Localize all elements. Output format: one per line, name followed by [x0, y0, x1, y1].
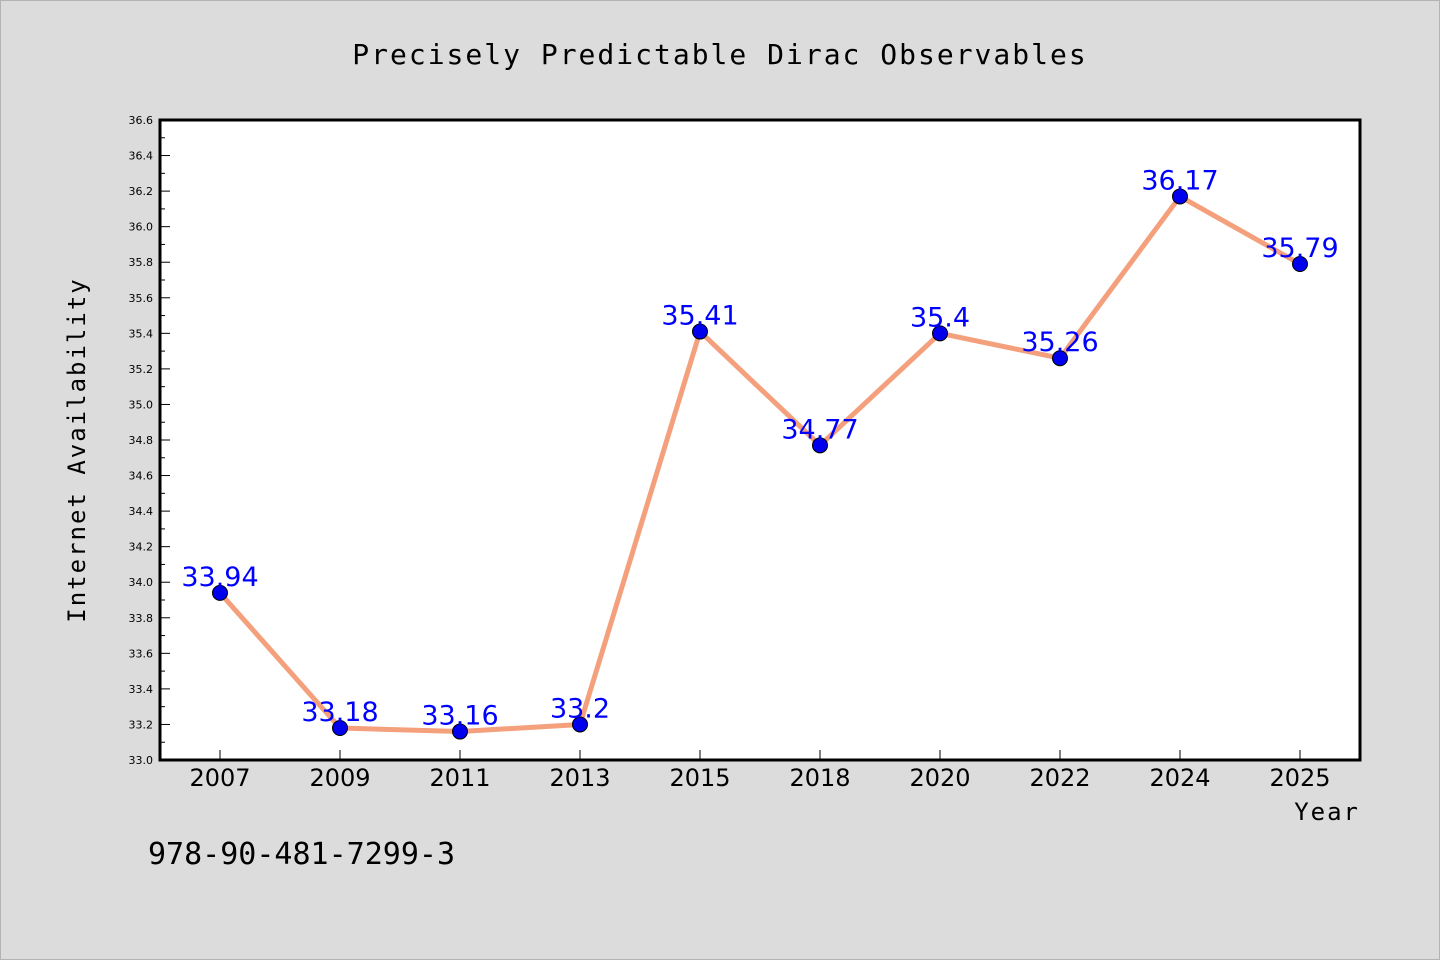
data-label: 34.77 [781, 414, 858, 445]
data-label: 33.16 [421, 701, 498, 732]
y-tick-label: 35.8 [129, 256, 154, 269]
x-tick-label: 2025 [1269, 764, 1330, 792]
plot-area [158, 118, 1362, 762]
y-axis-label: Internet Availability [63, 277, 91, 622]
x-axis-label: Year [1294, 798, 1360, 826]
y-tick-label: 36.0 [129, 221, 154, 234]
data-point-marker [332, 720, 348, 736]
data-point-marker [692, 323, 708, 340]
data-label: 35.26 [1021, 327, 1098, 358]
x-tick-label: 2018 [789, 764, 850, 792]
data-point-marker [1172, 188, 1188, 205]
data-label: 35.4 [910, 302, 970, 333]
data-label: 33.2 [550, 693, 610, 724]
data-label: 33.94 [181, 562, 258, 593]
data-point-marker [212, 584, 228, 601]
y-tick-label: 33.0 [129, 754, 154, 767]
y-tick-label: 36.2 [129, 185, 154, 198]
x-tick-label: 2007 [189, 764, 250, 792]
data-point-marker [1052, 350, 1068, 367]
data-point-marker [932, 325, 948, 342]
x-axis: 2007 2009 2011 2013 2015 2018 2020 2022 2024 2025 [189, 750, 1331, 792]
y-tick-label: 33.8 [129, 612, 154, 625]
x-tick-label: 2009 [309, 764, 370, 792]
y-tick-label: 35.2 [129, 363, 154, 376]
data-label: 35.79 [1261, 233, 1338, 264]
y-tick-label: 33.2 [129, 718, 154, 731]
isbn-text: 978-90-481-7299-3 [148, 837, 455, 872]
data-point-marker [1292, 256, 1308, 272]
y-tick-label: 34.6 [129, 470, 154, 483]
y-tick-label: 36.4 [129, 150, 154, 163]
data-point-marker [572, 716, 588, 733]
data-label: 36.17 [1141, 165, 1218, 196]
x-tick-label: 2024 [1149, 764, 1210, 792]
y-tick-label: 34.8 [129, 434, 154, 447]
x-tick-label: 2013 [549, 764, 610, 792]
x-tick-label: 2011 [429, 764, 490, 792]
chart-title: Precisely Predictable Dirac Observables [352, 38, 1087, 71]
data-label: 35.41 [661, 301, 738, 332]
x-tick-label: 2022 [1029, 764, 1090, 792]
y-tick-label: 34.0 [129, 576, 154, 589]
data-point-marker [452, 723, 468, 740]
x-tick-label: 2015 [669, 764, 730, 792]
y-tick-label: 36.6 [129, 114, 154, 127]
y-tick-label: 35.6 [129, 292, 154, 305]
y-tick-label: 34.4 [129, 505, 154, 518]
series-layer: 33.94 33.18 33.16 33.2 35.41 34.77 35.4 35.26 36… [181, 165, 1339, 740]
y-axis: 33.0 33.2 33.4 33.6 33.8 34.0 34.2 34.4 34.6 34.8… [129, 114, 170, 767]
series-line [217, 193, 1303, 735]
y-tick-label: 33.6 [129, 647, 154, 660]
y-tick-label: 34.2 [129, 541, 154, 554]
data-point-marker [812, 437, 828, 454]
y-tick-label: 33.4 [129, 683, 154, 696]
x-tick-label: 2020 [909, 764, 970, 792]
y-tick-label: 35.0 [129, 398, 154, 411]
y-tick-label: 35.4 [129, 327, 154, 340]
data-label: 33.18 [301, 697, 378, 728]
